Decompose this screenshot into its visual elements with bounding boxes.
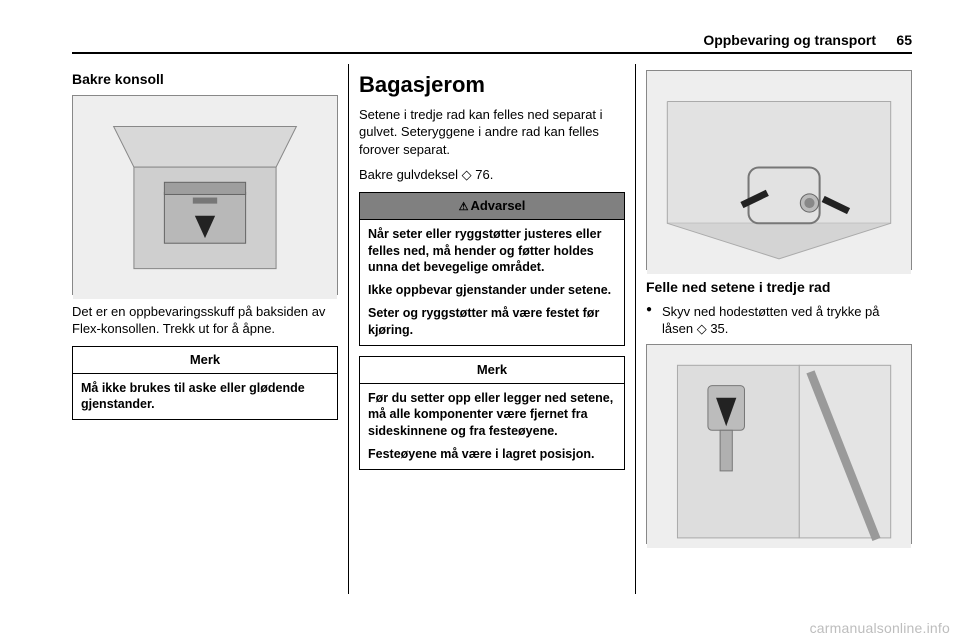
illustration-boot-tie-down [646, 70, 912, 270]
col2-paragraph-1: Setene i tredje rad kan felles ned separ… [359, 106, 625, 159]
col2-section-title: Bagasjerom [359, 70, 625, 100]
col2-merk-b2: Festeøyene må være i lagret posisjon. [368, 446, 616, 463]
col2-merk-b1: Før du setter opp eller legger ned seten… [368, 390, 616, 441]
col1-paragraph-1: Det er en oppbevaringsskuff på baksiden … [72, 303, 338, 338]
col3-li1-ref: 35 [710, 321, 724, 336]
page-header: Oppbevaring og transport 65 [72, 28, 912, 54]
col2-merk-body: Før du setter opp eller legger ned seten… [360, 384, 624, 470]
illustration-rear-console-drawer [72, 95, 338, 295]
header-chapter-title: Oppbevaring og transport [703, 32, 876, 48]
col1-merk-body-text: Må ikke brukes til aske eller glødende g… [81, 380, 329, 414]
cross-reference-icon: ◇ [462, 167, 472, 182]
col2-adv-b2: Ikke oppbevar gjenstander under setene. [368, 282, 616, 299]
col2-advarsel-title: ⚠Advarsel [360, 193, 624, 220]
col3-bullet-list: Skyv ned hodestøtten ved å trykke på lås… [646, 303, 912, 338]
column-1: Bakre konsoll Det er en oppbevaringsskuf… [72, 64, 349, 594]
content-columns: Bakre konsoll Det er en oppbevaringsskuf… [72, 64, 912, 594]
col2-merk-box: Merk Før du setter opp eller legger ned … [359, 356, 625, 470]
col1-merk-box: Merk Må ikke brukes til aske eller gløde… [72, 346, 338, 420]
col2-adv-b3: Seter og ryggstøtter må være festet før … [368, 305, 616, 339]
col1-merk-body: Må ikke brukes til aske eller glødende g… [73, 374, 337, 420]
watermark-text: carmanualsonline.info [810, 620, 950, 636]
cross-reference-icon: ◇ [697, 321, 707, 336]
col3-bullet-1: Skyv ned hodestøtten ved å trykke på lås… [646, 303, 912, 338]
header-page-number: 65 [896, 32, 912, 48]
col2-merk-title: Merk [360, 357, 624, 384]
warning-triangle-icon: ⚠ [459, 201, 469, 213]
col1-subhead: Bakre konsoll [72, 70, 338, 89]
column-3: Felle ned setene i tredje rad Skyv ned h… [636, 64, 912, 594]
col2-p2-text: Bakre gulvdeksel [359, 167, 462, 182]
col2-p2-ref: 76 [475, 167, 489, 182]
illustration-rear-seat-belt-pillar [646, 344, 912, 544]
column-2: Bagasjerom Setene i tredje rad kan felle… [349, 64, 636, 594]
col2-paragraph-2: Bakre gulvdeksel ◇ 76. [359, 166, 625, 184]
col2-advarsel-body: Når seter eller ryggstøtter justeres ell… [360, 220, 624, 345]
col1-merk-title: Merk [73, 347, 337, 374]
col3-li1-text: Skyv ned hodestøtten ved å trykke på lås… [662, 304, 880, 337]
manual-page: Oppbevaring og transport 65 Bakre konsol… [0, 0, 960, 642]
col2-advarsel-box: ⚠Advarsel Når seter eller ryggstøtter ju… [359, 192, 625, 346]
col2-adv-b1: Når seter eller ryggstøtter justeres ell… [368, 226, 616, 277]
col3-subhead: Felle ned setene i tredje rad [646, 278, 912, 297]
col2-advarsel-title-text: Advarsel [470, 198, 525, 213]
